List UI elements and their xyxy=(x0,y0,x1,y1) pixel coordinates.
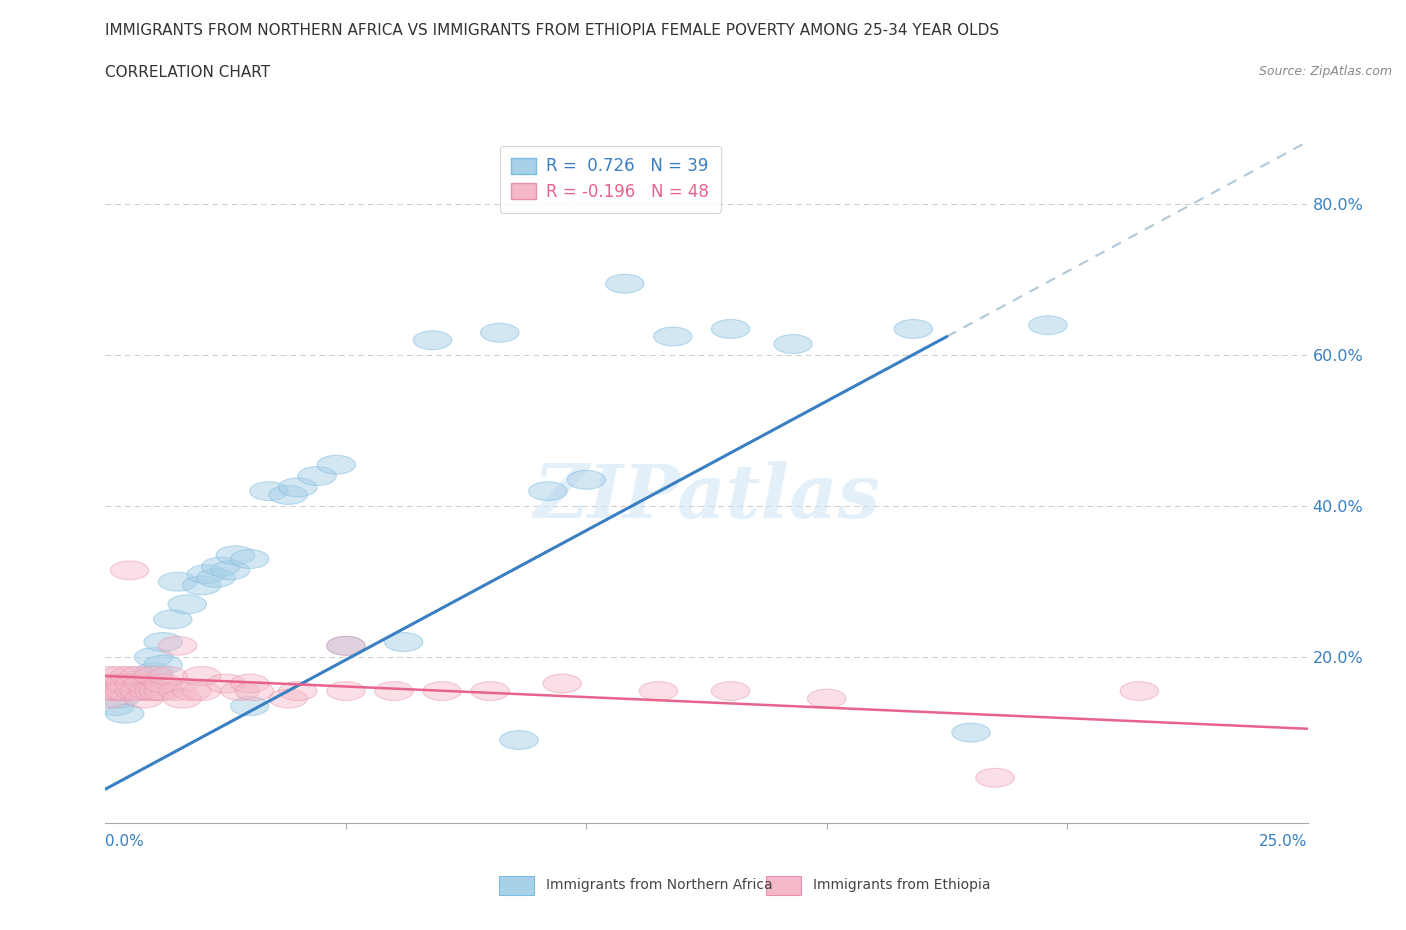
Ellipse shape xyxy=(143,656,183,674)
Text: 0.0%: 0.0% xyxy=(105,834,145,849)
Ellipse shape xyxy=(101,667,139,685)
Ellipse shape xyxy=(105,682,143,700)
Ellipse shape xyxy=(120,671,159,689)
Ellipse shape xyxy=(235,682,274,700)
Ellipse shape xyxy=(543,674,582,693)
Ellipse shape xyxy=(654,327,692,346)
Ellipse shape xyxy=(91,682,129,700)
Ellipse shape xyxy=(96,682,135,700)
Ellipse shape xyxy=(711,682,749,700)
Text: Immigrants from Northern Africa: Immigrants from Northern Africa xyxy=(546,878,772,893)
Ellipse shape xyxy=(413,331,451,350)
Ellipse shape xyxy=(606,274,644,293)
Ellipse shape xyxy=(183,667,221,685)
Ellipse shape xyxy=(197,568,235,588)
Ellipse shape xyxy=(96,674,135,693)
Ellipse shape xyxy=(91,667,129,685)
Ellipse shape xyxy=(105,674,143,693)
Ellipse shape xyxy=(298,467,336,485)
Text: IMMIGRANTS FROM NORTHERN AFRICA VS IMMIGRANTS FROM ETHIOPIA FEMALE POVERTY AMONG: IMMIGRANTS FROM NORTHERN AFRICA VS IMMIG… xyxy=(105,23,1000,38)
Ellipse shape xyxy=(143,682,183,700)
Ellipse shape xyxy=(384,632,423,651)
Ellipse shape xyxy=(110,667,149,685)
Ellipse shape xyxy=(120,682,159,700)
Ellipse shape xyxy=(125,689,163,708)
Ellipse shape xyxy=(143,632,183,651)
Ellipse shape xyxy=(278,478,316,497)
Ellipse shape xyxy=(567,471,606,489)
Ellipse shape xyxy=(211,561,250,579)
Ellipse shape xyxy=(231,697,269,715)
Ellipse shape xyxy=(499,731,538,750)
Ellipse shape xyxy=(159,636,197,656)
Ellipse shape xyxy=(207,674,245,693)
Text: ZIPatlas: ZIPatlas xyxy=(533,461,880,534)
Ellipse shape xyxy=(125,674,163,693)
Ellipse shape xyxy=(529,482,567,500)
FancyBboxPatch shape xyxy=(766,876,801,895)
Ellipse shape xyxy=(316,456,356,474)
Ellipse shape xyxy=(101,689,139,708)
Ellipse shape xyxy=(159,572,197,591)
Ellipse shape xyxy=(807,689,846,708)
Ellipse shape xyxy=(105,704,143,724)
Ellipse shape xyxy=(135,682,173,700)
Text: CORRELATION CHART: CORRELATION CHART xyxy=(105,65,270,80)
FancyBboxPatch shape xyxy=(499,876,534,895)
Ellipse shape xyxy=(115,682,153,700)
Ellipse shape xyxy=(159,682,197,700)
Ellipse shape xyxy=(187,565,225,583)
Ellipse shape xyxy=(91,689,129,708)
Ellipse shape xyxy=(183,682,221,700)
Ellipse shape xyxy=(471,682,509,700)
Ellipse shape xyxy=(326,636,366,656)
Ellipse shape xyxy=(326,682,366,700)
Text: 25.0%: 25.0% xyxy=(1260,834,1308,849)
Ellipse shape xyxy=(173,682,211,700)
Ellipse shape xyxy=(120,682,159,700)
Ellipse shape xyxy=(1121,682,1159,700)
Ellipse shape xyxy=(711,320,749,339)
Ellipse shape xyxy=(149,667,187,685)
Legend: R =  0.726   N = 39, R = -0.196   N = 48: R = 0.726 N = 39, R = -0.196 N = 48 xyxy=(499,146,721,213)
Text: Source: ZipAtlas.com: Source: ZipAtlas.com xyxy=(1258,65,1392,78)
Ellipse shape xyxy=(952,724,990,742)
Ellipse shape xyxy=(269,485,308,504)
Ellipse shape xyxy=(231,550,269,568)
Ellipse shape xyxy=(135,667,173,685)
Ellipse shape xyxy=(231,674,269,693)
Ellipse shape xyxy=(129,682,167,700)
Text: Immigrants from Ethiopia: Immigrants from Ethiopia xyxy=(813,878,990,893)
Ellipse shape xyxy=(269,689,308,708)
Ellipse shape xyxy=(143,674,183,693)
Ellipse shape xyxy=(96,697,135,715)
Ellipse shape xyxy=(423,682,461,700)
Ellipse shape xyxy=(326,636,366,656)
Ellipse shape xyxy=(250,482,288,500)
Ellipse shape xyxy=(1029,316,1067,335)
Ellipse shape xyxy=(221,682,259,700)
Ellipse shape xyxy=(163,689,201,708)
Ellipse shape xyxy=(153,610,193,629)
Ellipse shape xyxy=(375,682,413,700)
Ellipse shape xyxy=(217,546,254,565)
Ellipse shape xyxy=(115,674,153,693)
Ellipse shape xyxy=(183,576,221,595)
Ellipse shape xyxy=(640,682,678,700)
Ellipse shape xyxy=(278,682,316,700)
Ellipse shape xyxy=(135,647,173,667)
Ellipse shape xyxy=(120,667,159,685)
Ellipse shape xyxy=(481,324,519,342)
Ellipse shape xyxy=(139,682,177,700)
Ellipse shape xyxy=(894,320,932,339)
Ellipse shape xyxy=(110,561,149,579)
Ellipse shape xyxy=(976,768,1014,787)
Ellipse shape xyxy=(135,663,173,682)
Ellipse shape xyxy=(773,335,813,353)
Ellipse shape xyxy=(167,595,207,614)
Ellipse shape xyxy=(91,674,129,693)
Ellipse shape xyxy=(201,557,240,576)
Ellipse shape xyxy=(101,682,139,700)
